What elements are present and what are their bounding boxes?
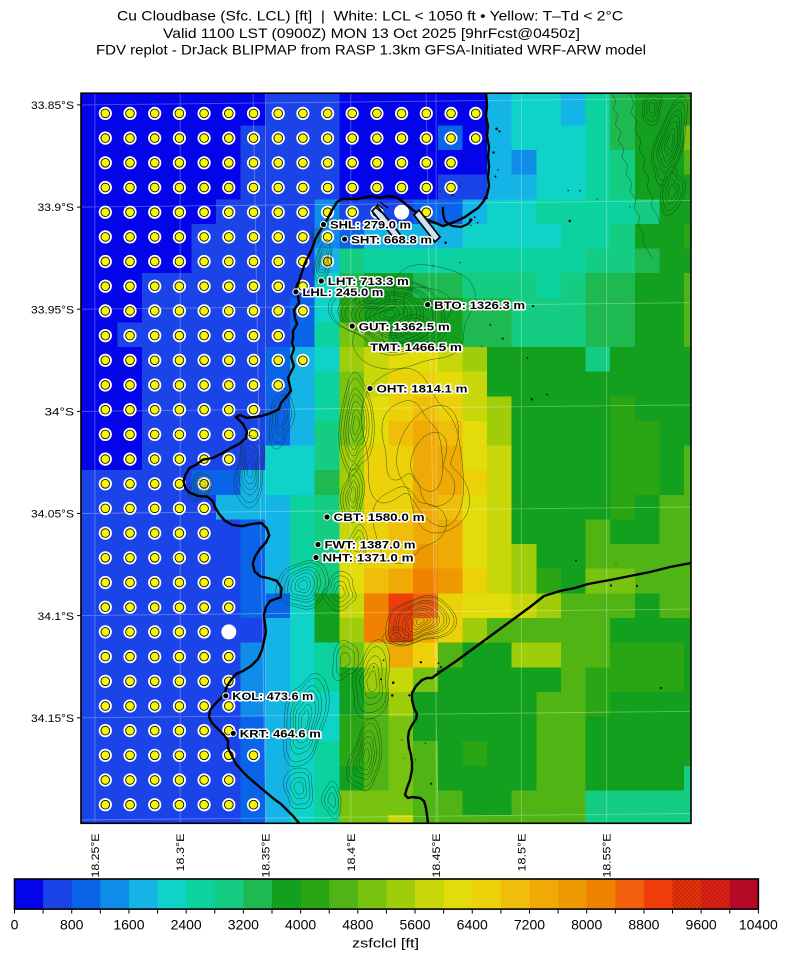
svg-text:GUT: 1362.5 m: GUT: 1362.5 m — [359, 321, 450, 333]
svg-text:Cu Cloudbase (Sfc. LCL) [ft]: Cu Cloudbase (Sfc. LCL) [ft] | White: LC… — [117, 7, 623, 23]
svg-text:34.05°S: 34.05°S — [31, 509, 74, 521]
svg-text:7200: 7200 — [514, 917, 545, 933]
svg-text:BTO: 1326.3 m: BTO: 1326.3 m — [434, 300, 525, 312]
svg-text:8800: 8800 — [628, 917, 659, 933]
svg-text:33.95°S: 33.95°S — [31, 304, 74, 316]
svg-text:zsfclcl [ft]: zsfclcl [ft] — [352, 936, 419, 951]
svg-text:18.4°E: 18.4°E — [346, 834, 358, 872]
svg-text:18.5°E: 18.5°E — [516, 834, 528, 872]
svg-text:10400: 10400 — [739, 917, 778, 933]
svg-text:800: 800 — [60, 917, 84, 933]
svg-text:SHT: 668.8 m: SHT: 668.8 m — [351, 234, 432, 246]
svg-text:18.35°E: 18.35°E — [261, 834, 273, 878]
svg-text:NHT: 1371.0 m: NHT: 1371.0 m — [323, 553, 414, 565]
svg-text:18.55°E: 18.55°E — [602, 834, 614, 878]
svg-text:18.45°E: 18.45°E — [431, 834, 443, 878]
svg-text:8000: 8000 — [571, 917, 602, 933]
svg-text:LHL: 245.0 m: LHL: 245.0 m — [302, 287, 383, 299]
svg-text:FWT: 1387.0 m: FWT: 1387.0 m — [325, 540, 416, 552]
svg-text:SHL: 279.0 m: SHL: 279.0 m — [330, 220, 411, 232]
svg-text:0: 0 — [11, 917, 19, 933]
svg-text:OHT: 1814.1 m: OHT: 1814.1 m — [377, 384, 468, 396]
svg-text:KRT: 464.6 m: KRT: 464.6 m — [240, 729, 321, 741]
svg-text:34°S: 34°S — [45, 407, 75, 419]
svg-text:Valid 1100 LST (0900Z) MON 13: Valid 1100 LST (0900Z) MON 13 Oct 2025 [… — [163, 25, 580, 41]
svg-text:34.1°S: 34.1°S — [38, 611, 75, 623]
svg-text:6400: 6400 — [457, 917, 488, 933]
svg-text:3200: 3200 — [228, 917, 259, 933]
svg-text:4000: 4000 — [285, 917, 316, 933]
svg-text:CBT: 1580.0 m: CBT: 1580.0 m — [334, 512, 425, 524]
svg-text:18.3°E: 18.3°E — [175, 834, 187, 872]
svg-text:5600: 5600 — [399, 917, 430, 933]
svg-text:2400: 2400 — [171, 917, 202, 933]
svg-text:34.15°S: 34.15°S — [31, 713, 74, 725]
svg-text:TMT: 1466.5 m: TMT: 1466.5 m — [370, 342, 462, 354]
svg-text:9600: 9600 — [686, 917, 717, 933]
svg-text:33.85°S: 33.85°S — [31, 100, 74, 112]
svg-text:KOL: 473.6 m: KOL: 473.6 m — [232, 691, 313, 703]
svg-text:LHT: 713.3 m: LHT: 713.3 m — [328, 276, 409, 288]
svg-text:1600: 1600 — [113, 917, 144, 933]
svg-text:33.9°S: 33.9°S — [38, 202, 75, 214]
svg-text:18.25°E: 18.25°E — [90, 834, 102, 878]
svg-text:FDV replot - DrJack BLIPMAP fr: FDV replot - DrJack BLIPMAP from RASP 1.… — [96, 41, 646, 57]
svg-text:4800: 4800 — [342, 917, 373, 933]
